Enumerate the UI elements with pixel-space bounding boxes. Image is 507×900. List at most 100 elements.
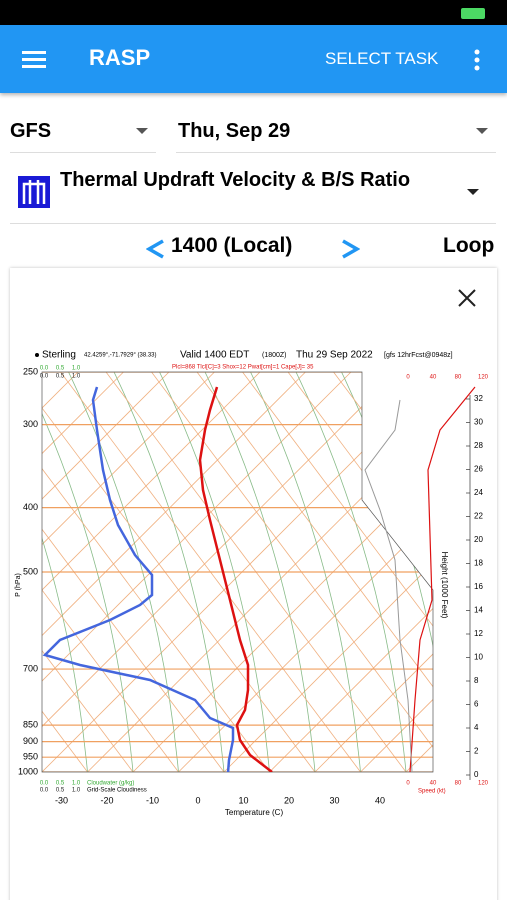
model-select[interactable]: GFS xyxy=(10,120,52,142)
dropdown-arrow xyxy=(136,128,148,134)
height-tick-label: 8 xyxy=(474,676,479,685)
valid-utc: (1800Z) xyxy=(262,352,287,359)
height-tick-label: 30 xyxy=(474,418,483,427)
temperature-profile xyxy=(198,386,273,772)
cloud-tick-label: 1.0 xyxy=(72,781,81,787)
status-bar xyxy=(0,0,507,25)
plot-frame xyxy=(41,371,434,773)
temp-tick-label: -10 xyxy=(146,795,159,805)
height-tick-label: 18 xyxy=(474,559,483,568)
height-tick-label: 0 xyxy=(474,770,479,779)
moist-adiabat xyxy=(113,372,225,772)
cloudwater-label: Cloudwater (g/kg) xyxy=(87,781,134,787)
speed-tick-label: 120 xyxy=(478,781,489,787)
moist-adiabat xyxy=(295,372,407,772)
temp-tick-label: -20 xyxy=(100,795,113,805)
pressure-tick-label: 250 xyxy=(23,366,38,376)
dry-adiabat xyxy=(287,372,433,772)
temp-tick-label: 30 xyxy=(329,795,339,805)
parameter-icon xyxy=(18,176,50,208)
pressure-tick-label: 950 xyxy=(23,752,38,762)
valid-date: Thu 29 Sep 2022 xyxy=(296,350,373,361)
dropdown-arrow xyxy=(467,189,479,195)
prev-button[interactable] xyxy=(146,238,166,260)
wind-profile xyxy=(364,399,413,773)
next-button[interactable] xyxy=(340,238,360,260)
height-tick-label: 22 xyxy=(474,512,483,521)
cloud-tick-label: 0.0 xyxy=(40,788,49,794)
dry-adiabat xyxy=(42,372,134,772)
source: [gfs 12hrFcst@0948z] xyxy=(384,352,453,359)
height-tick-label: 4 xyxy=(474,723,479,732)
isotherm xyxy=(269,372,433,772)
temp-tick-label: 40 xyxy=(375,795,385,805)
pressure-tick-label: 500 xyxy=(23,566,38,576)
dropdown-arrow xyxy=(476,128,488,134)
wind-speed xyxy=(409,386,476,773)
parameter-select[interactable]: Thermal Updraft Velocity & B/S Ratio xyxy=(60,169,411,191)
speed-tick-label: 120 xyxy=(478,375,489,381)
height-tick-label: 12 xyxy=(474,629,483,638)
valid-time: Valid 1400 EDT xyxy=(180,350,249,361)
cloud-tick-label: 0.0 xyxy=(40,781,49,787)
station-dot xyxy=(35,353,39,357)
loop-button[interactable]: Loop xyxy=(443,234,495,257)
dry-adiabat xyxy=(424,372,433,772)
cloud-tick-label: 0.0 xyxy=(40,366,49,372)
isotherm xyxy=(360,372,433,772)
pressure-tick-label: 900 xyxy=(23,736,38,746)
underline xyxy=(10,223,496,224)
underline xyxy=(10,152,156,153)
temp-tick-label: 10 xyxy=(238,795,248,805)
pressure-tick-label: 400 xyxy=(23,502,38,512)
pressure-tick-label: 850 xyxy=(23,719,38,729)
speed-tick-label: 0 xyxy=(406,375,410,381)
moist-adiabat xyxy=(159,372,270,772)
height-tick-label: 16 xyxy=(474,582,483,591)
speed-label: Speed (kt) xyxy=(418,789,446,795)
overflow-icon[interactable] xyxy=(473,48,481,72)
temp-axis-label: Temperature (C) xyxy=(225,808,284,817)
cloud-tick-label: 1.0 xyxy=(72,366,81,372)
date-select[interactable]: Thu, Sep 29 xyxy=(178,120,291,142)
close-button[interactable] xyxy=(458,289,476,307)
height-axis-label: Height (1000 Feet) xyxy=(440,552,449,619)
select-task[interactable]: SELECT TASK xyxy=(325,49,439,68)
pressure-axis-label: P (hPa) xyxy=(15,573,22,597)
indices: Plcl=868 Tlcl[C]=3 Shox=12 Pwat[cm]=1 Ca… xyxy=(172,365,314,371)
isotherm xyxy=(42,372,215,772)
cloud-tick-label: 0.5 xyxy=(56,781,65,787)
temp-tick-label: 0 xyxy=(195,795,200,805)
moist-adiabat xyxy=(250,372,361,772)
isotherm xyxy=(314,372,433,772)
isotherm xyxy=(42,372,124,772)
height-tick-label: 2 xyxy=(474,747,479,756)
cloud-tick-label: 1.0 xyxy=(72,374,81,380)
coords: 42.4259°,-71.7929° (38.33) xyxy=(84,353,157,359)
height-tick-label: 24 xyxy=(474,488,483,497)
height-tick-label: 32 xyxy=(474,394,483,403)
app-title: RASP xyxy=(89,45,151,70)
isotherm xyxy=(497,372,507,772)
temp-tick-label: 20 xyxy=(284,795,294,805)
time-label: 1400 (Local) xyxy=(171,234,293,257)
speed-tick-label: 40 xyxy=(430,375,437,381)
isotherm xyxy=(405,372,433,772)
cloud-tick-label: 0.5 xyxy=(56,374,65,380)
moist-adiabat xyxy=(42,372,134,772)
speed-tick-label: 0 xyxy=(406,781,410,787)
pressure-tick-label: 1000 xyxy=(18,766,38,776)
app-bar: RASP SELECT TASK xyxy=(0,25,507,93)
moist-adiabat xyxy=(68,372,179,772)
station: Sterling xyxy=(42,350,76,361)
height-tick-label: 14 xyxy=(474,606,483,615)
pressure-tick-label: 300 xyxy=(23,419,38,429)
height-tick-label: 20 xyxy=(474,535,483,544)
height-tick-label: 10 xyxy=(474,653,483,662)
battery xyxy=(461,8,485,19)
underline xyxy=(176,152,496,153)
menu-icon[interactable] xyxy=(22,49,46,69)
speed-tick-label: 80 xyxy=(455,375,462,381)
temp-tick-label: -30 xyxy=(55,795,68,805)
moist-adiabat xyxy=(42,372,88,772)
